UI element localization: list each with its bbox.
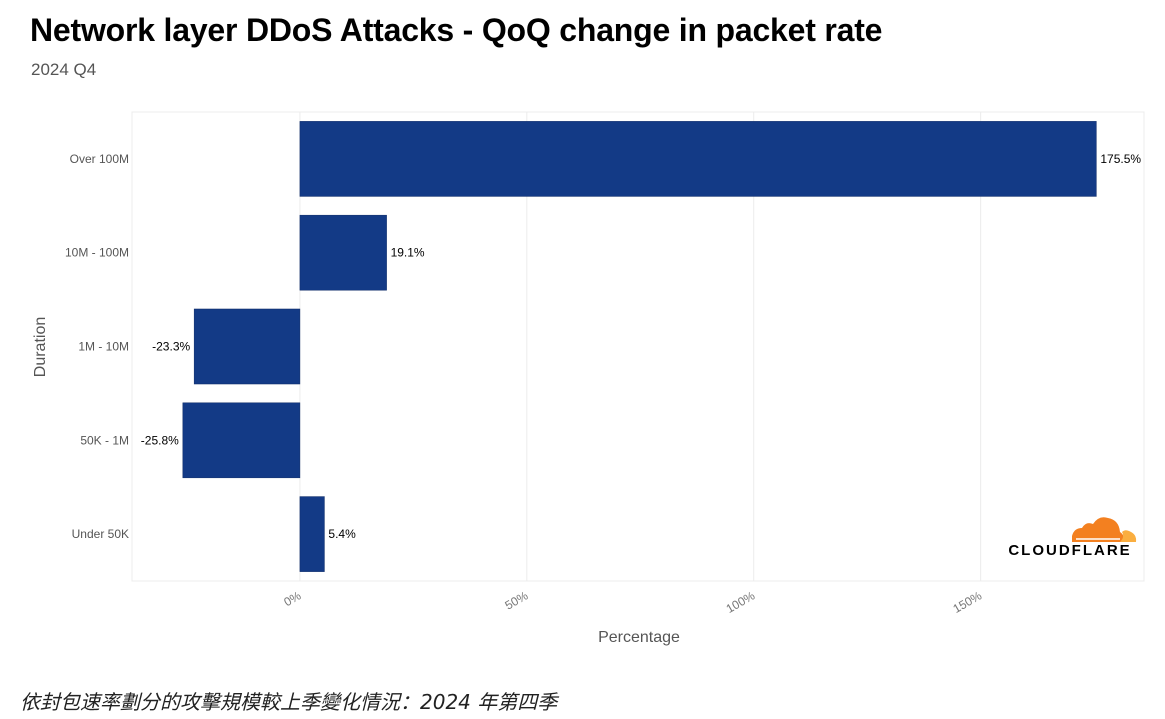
bar-chart: 175.5% 19.1% -23.3% -25.8% 5.4% Over 100M 10M… xyxy=(32,111,1145,646)
bar-value-labels: 175.5% 19.1% -23.3% -25.8% 5.4% xyxy=(141,152,1142,541)
cloudflare-wordmark: CLOUDFLARE xyxy=(1008,542,1132,559)
x-axis-label: Percentage xyxy=(598,629,680,646)
bar-value-label: 19.1% xyxy=(391,246,425,260)
x-axis-tick-labels: 0% 50% 100% 150% xyxy=(281,588,984,616)
bar xyxy=(299,496,325,572)
chart-subtitle: 2024 Q4 xyxy=(31,60,97,79)
bar-value-label: -25.8% xyxy=(141,433,179,447)
bar xyxy=(182,402,301,479)
y-tick-label: Under 50K xyxy=(72,527,129,541)
cloudflare-cloud-icon xyxy=(1072,517,1137,542)
bar xyxy=(299,121,1097,197)
bar xyxy=(299,214,387,291)
figure-caption: 依封包速率劃分的攻擊規模較上季變化情況：2024 年第四季 xyxy=(20,690,558,714)
y-tick-label: Over 100M xyxy=(70,152,129,166)
y-axis-label: Duration xyxy=(32,317,49,377)
cloudflare-logo: CLOUDFLARE xyxy=(1002,512,1138,562)
bar-value-label: -23.3% xyxy=(152,340,190,354)
y-tick-label: 10M - 100M xyxy=(65,246,129,260)
x-tick-label: 50% xyxy=(503,588,531,612)
bar-value-label: 175.5% xyxy=(1100,152,1141,166)
x-tick-label: 0% xyxy=(281,588,303,609)
bar xyxy=(193,308,301,385)
y-tick-label: 1M - 10M xyxy=(78,340,129,354)
chart-title: Network layer DDoS Attacks - QoQ change … xyxy=(30,12,883,48)
x-tick-label: 150% xyxy=(951,588,985,616)
bar-value-label: 5.4% xyxy=(328,527,356,541)
x-tick-label: 100% xyxy=(724,588,758,616)
bars xyxy=(182,121,1097,572)
y-axis-tick-labels: Over 100M 10M - 100M 1M - 10M 50K - 1M Under… xyxy=(65,152,129,541)
y-tick-label: 50K - 1M xyxy=(80,433,129,447)
